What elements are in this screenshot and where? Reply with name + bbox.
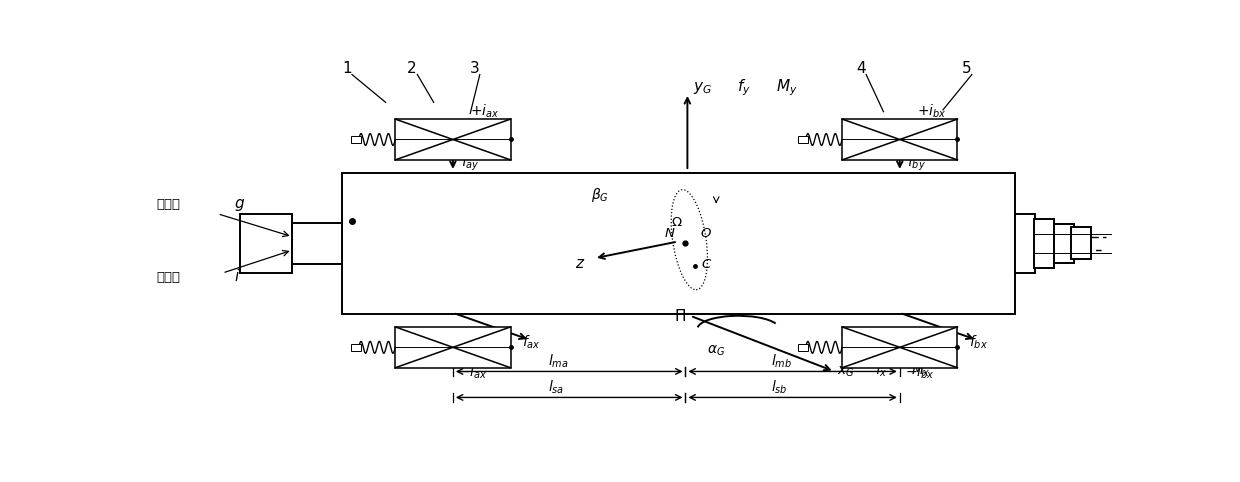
Text: $M_y$: $M_y$ [776, 77, 797, 98]
Text: $+i_{ax}$: $+i_{ax}$ [470, 102, 500, 120]
Bar [293, 223, 342, 264]
Text: 4: 4 [857, 61, 867, 76]
Bar [1054, 224, 1074, 263]
Text: $-i_{bx}$: $-i_{bx}$ [905, 364, 934, 381]
Text: $l_{sa}$: $l_{sa}$ [548, 378, 564, 396]
Text: $l_{ma}$: $l_{ma}$ [548, 352, 569, 370]
Bar [842, 327, 957, 368]
Text: $x_G$: $x_G$ [837, 364, 854, 379]
Text: $-i_{ax}$: $-i_{ax}$ [458, 364, 487, 381]
Bar [351, 136, 361, 143]
Bar [1016, 214, 1035, 273]
Bar [342, 173, 1016, 314]
Text: 惯性轴: 惯性轴 [156, 270, 180, 283]
Text: $l_{sb}$: $l_{sb}$ [771, 378, 789, 396]
Bar [396, 327, 511, 368]
Text: 5: 5 [962, 61, 972, 76]
Text: $f_{ay}$: $f_{ay}$ [460, 153, 480, 173]
Text: 1: 1 [342, 61, 352, 76]
Bar [239, 214, 293, 273]
Bar [797, 136, 807, 143]
Text: $i$: $i$ [234, 268, 241, 283]
Bar [842, 119, 957, 160]
Bar [1071, 228, 1091, 259]
Text: $f_{ax}$: $f_{ax}$ [522, 334, 541, 351]
Text: $C$: $C$ [701, 257, 712, 270]
Text: $f_{by}$: $f_{by}$ [908, 153, 926, 173]
Bar [797, 344, 807, 351]
Text: $O$: $O$ [699, 227, 712, 240]
Text: $N$: $N$ [665, 227, 676, 240]
Text: $\alpha_G$: $\alpha_G$ [707, 344, 725, 359]
Text: $g$: $g$ [234, 197, 244, 213]
Text: $+i_{bx}$: $+i_{bx}$ [918, 102, 946, 120]
Text: 几何轴: 几何轴 [156, 198, 180, 211]
Text: $f_y$: $f_y$ [738, 77, 751, 98]
Text: $l_{mb}$: $l_{mb}$ [771, 352, 792, 370]
Text: 3: 3 [470, 61, 480, 76]
Text: $M_x$: $M_x$ [911, 362, 931, 379]
Bar [396, 119, 511, 160]
Text: $f_{bx}$: $f_{bx}$ [968, 334, 988, 351]
Text: $f_x$: $f_x$ [874, 362, 888, 379]
Bar [351, 344, 361, 351]
Text: $\Pi$: $\Pi$ [675, 308, 686, 323]
Text: $y_G$: $y_G$ [693, 80, 712, 96]
Text: $\beta_G$: $\beta_G$ [591, 186, 609, 204]
Text: 2: 2 [407, 61, 417, 76]
Text: $z$: $z$ [575, 255, 585, 270]
Text: $\Omega$: $\Omega$ [671, 215, 683, 228]
Bar [1034, 218, 1054, 268]
